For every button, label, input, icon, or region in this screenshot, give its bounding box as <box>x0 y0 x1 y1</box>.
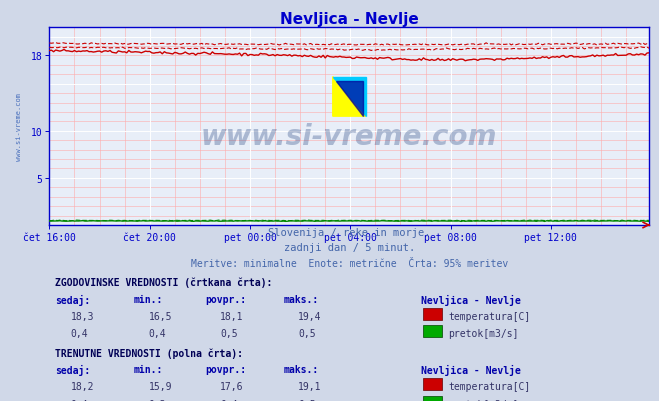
Text: zadnji dan / 5 minut.: zadnji dan / 5 minut. <box>283 243 415 253</box>
Polygon shape <box>336 81 362 117</box>
Text: 18,1: 18,1 <box>220 311 244 321</box>
Text: min.:: min.: <box>133 365 163 375</box>
Text: 0,5: 0,5 <box>299 399 316 401</box>
Text: 0,4: 0,4 <box>148 328 166 338</box>
Text: 16,5: 16,5 <box>148 311 172 321</box>
Text: pretok[m3/s]: pretok[m3/s] <box>448 399 519 401</box>
Text: 0,5: 0,5 <box>220 328 238 338</box>
Text: www.si-vreme.com: www.si-vreme.com <box>201 123 498 150</box>
Text: 0,4: 0,4 <box>220 399 238 401</box>
Title: Nevljica - Nevlje: Nevljica - Nevlje <box>280 12 418 27</box>
Text: 17,6: 17,6 <box>220 381 244 391</box>
Text: min.:: min.: <box>133 294 163 304</box>
Text: povpr.:: povpr.: <box>206 365 246 375</box>
Text: ZGODOVINSKE VREDNOSTI (črtkana črta):: ZGODOVINSKE VREDNOSTI (črtkana črta): <box>55 277 273 288</box>
Text: TRENUTNE VREDNOSTI (polna črta):: TRENUTNE VREDNOSTI (polna črta): <box>55 347 243 358</box>
Polygon shape <box>333 77 366 117</box>
Text: maks.:: maks.: <box>283 365 318 375</box>
Text: Nevljica - Nevlje: Nevljica - Nevlje <box>421 365 521 375</box>
Text: 18,3: 18,3 <box>71 311 94 321</box>
Text: sedaj:: sedaj: <box>55 294 91 305</box>
Text: Slovenija / reke in morje.: Slovenija / reke in morje. <box>268 227 430 237</box>
Text: sedaj:: sedaj: <box>55 365 91 375</box>
Text: 19,4: 19,4 <box>299 311 322 321</box>
Text: pretok[m3/s]: pretok[m3/s] <box>448 328 519 338</box>
Text: 18,2: 18,2 <box>71 381 94 391</box>
Text: 19,1: 19,1 <box>299 381 322 391</box>
Text: Nevljica - Nevlje: Nevljica - Nevlje <box>421 294 521 305</box>
Text: www.si-vreme.com: www.si-vreme.com <box>16 93 22 161</box>
Text: 0,5: 0,5 <box>299 328 316 338</box>
Text: povpr.:: povpr.: <box>206 294 246 304</box>
Text: temperatura[C]: temperatura[C] <box>448 311 530 321</box>
Text: Meritve: minimalne  Enote: metrične  Črta: 95% meritev: Meritve: minimalne Enote: metrične Črta:… <box>190 258 508 268</box>
Text: 0,4: 0,4 <box>71 328 88 338</box>
Text: temperatura[C]: temperatura[C] <box>448 381 530 391</box>
Text: 15,9: 15,9 <box>148 381 172 391</box>
Text: 0,3: 0,3 <box>148 399 166 401</box>
Text: maks.:: maks.: <box>283 294 318 304</box>
Text: 0,4: 0,4 <box>71 399 88 401</box>
Polygon shape <box>333 77 366 117</box>
